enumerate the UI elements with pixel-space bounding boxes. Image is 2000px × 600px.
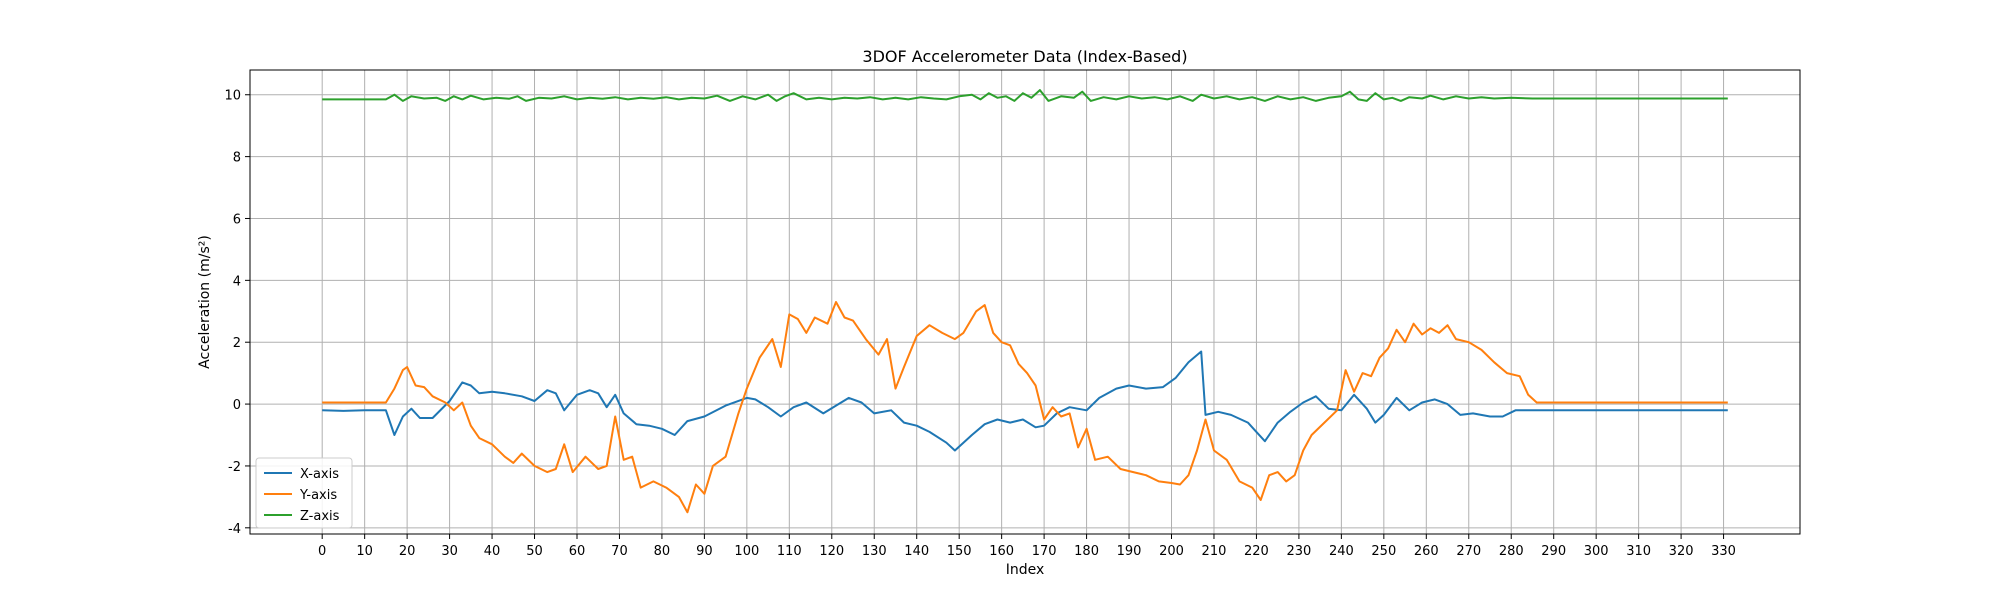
legend-box [255,457,353,529]
x-tick-label: 220 [1244,544,1269,559]
x-tick-label: 320 [1669,544,1694,559]
chart-title: 3DOF Accelerometer Data (Index-Based) [862,47,1187,66]
x-tick-label: 120 [819,544,844,559]
x-tick-label: 290 [1541,544,1566,559]
x-tick-label: 40 [484,544,501,559]
y-tick-label: -2 [228,460,241,475]
x-tick-label: 80 [654,544,671,559]
x-tick-label: 30 [441,544,458,559]
x-tick-label: 100 [734,544,759,559]
x-tick-label: 300 [1584,544,1609,559]
y-tick-label: 8 [233,151,241,166]
x-tick-label: 240 [1329,544,1354,559]
series-lines [322,89,1728,514]
legend-label: Z-axis [300,509,340,524]
legend-label: Y-axis [299,488,337,503]
series-line-y-axis [322,301,1728,514]
x-tick-label: 210 [1202,544,1227,559]
y-tick-label: 2 [233,336,241,351]
legend-label: X-axis [300,467,339,482]
y-tick-label: 4 [233,274,241,289]
x-axis-label: Index [1006,562,1045,578]
x-tick-label: 60 [569,544,586,559]
plot-frame [249,69,1801,535]
y-tick-label: -4 [228,522,241,537]
x-tick-label: 230 [1286,544,1311,559]
y-axis-label: Acceleration (m/s²) [197,235,213,369]
x-tick-label: 160 [989,544,1014,559]
y-tick-label: 10 [224,89,241,104]
x-tick-label: 130 [862,544,887,559]
x-tick-label: 110 [777,544,802,559]
y-tick-label: 6 [233,212,241,227]
axis-ticks: 0 10 20 30 40 50 60 70 80 90 100 110 120 130 140 150 160… [224,89,1736,559]
x-tick-label: 310 [1626,544,1651,559]
x-tick-label: 10 [356,544,373,559]
x-tick-label: 90 [696,544,713,559]
x-tick-label: 140 [904,544,929,559]
x-tick-label: 20 [399,544,416,559]
x-tick-label: 170 [1032,544,1057,559]
x-tick-label: 260 [1414,544,1439,559]
x-tick-label: 70 [611,544,628,559]
x-tick-label: 180 [1074,544,1099,559]
x-tick-label: 150 [947,544,972,559]
x-tick-label: 280 [1499,544,1524,559]
series-line-x-axis [322,350,1728,452]
x-tick-label: 190 [1117,544,1142,559]
x-tick-label: 50 [526,544,543,559]
grid-lines [250,70,1800,534]
x-tick-label: 270 [1456,544,1481,559]
x-tick-label: 200 [1159,544,1184,559]
x-tick-label: 250 [1371,544,1396,559]
x-tick-label: 330 [1711,544,1736,559]
y-tick-label: 0 [233,398,241,413]
legend: X-axis Y-axis Z-axis [255,457,353,529]
series-line-z-axis [322,89,1728,102]
x-tick-label: 0 [318,544,326,559]
